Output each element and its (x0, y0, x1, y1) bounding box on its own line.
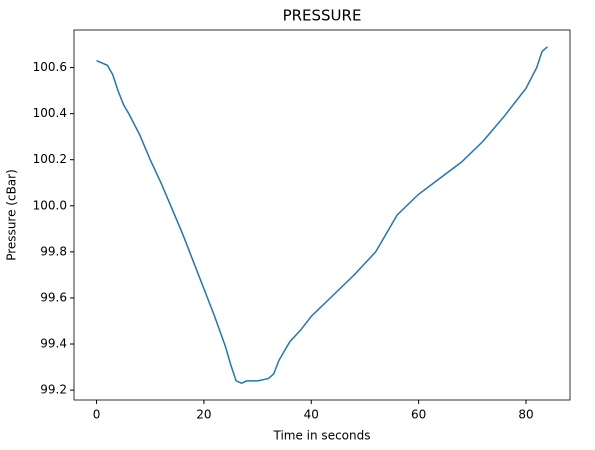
x-tick-label: 40 (304, 408, 319, 422)
y-axis-label: Pressure (cBar) (5, 169, 19, 261)
y-tick-label: 100.6 (33, 60, 67, 74)
y-tick-label: 99.6 (40, 290, 67, 304)
x-tick-label: 20 (196, 408, 211, 422)
y-tick-label: 100.2 (33, 152, 67, 166)
y-tick-label: 100.0 (33, 198, 67, 212)
x-tick-label: 60 (411, 408, 426, 422)
chart-title: PRESSURE (283, 7, 362, 25)
axes-frame (73, 29, 571, 401)
y-tick-label: 100.4 (33, 106, 67, 120)
y-tick-label: 99.4 (40, 337, 67, 351)
y-tick-label: 99.2 (40, 383, 67, 397)
x-tick-label: 80 (518, 408, 533, 422)
y-tick-label: 99.8 (40, 244, 67, 258)
x-tick-label: 0 (93, 408, 101, 422)
line-series (96, 46, 548, 384)
x-axis-label: Time in seconds (273, 429, 371, 443)
